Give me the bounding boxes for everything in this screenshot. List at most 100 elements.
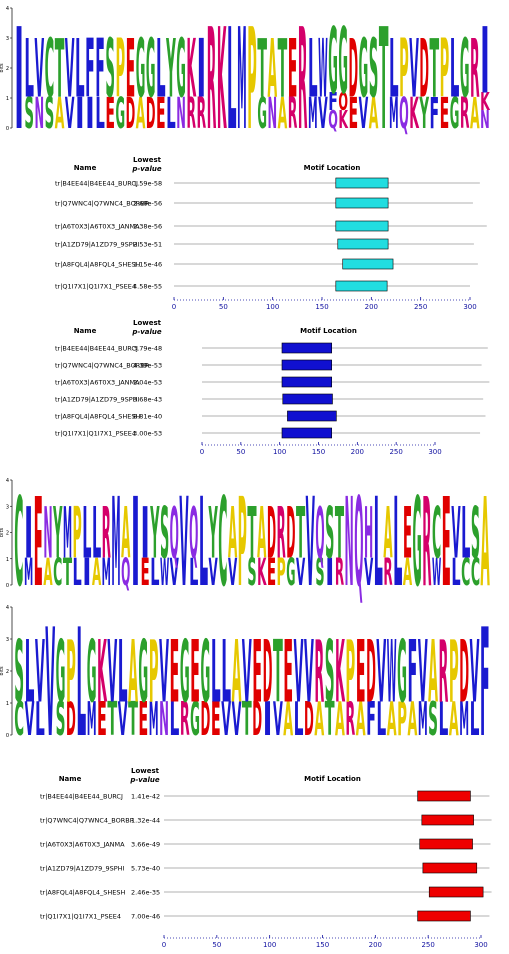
logo-letter: S <box>247 551 256 595</box>
logo-letter: A <box>383 494 392 576</box>
logo-letter: K <box>335 622 345 723</box>
logo-letter: R <box>180 693 190 746</box>
logo-letter: V <box>65 22 75 115</box>
logo-letter: M <box>111 472 120 614</box>
logo-letter: E <box>126 22 136 115</box>
row-name: tr|Q7WNC4|Q7WNC4_BORBR <box>40 817 135 825</box>
logo-letter: L <box>470 693 480 746</box>
logo-letter: R <box>102 494 111 576</box>
logo-letter: S <box>45 88 55 138</box>
row-name: tr|A6T0X3|A6T0X3_JANMA <box>55 379 140 387</box>
logo-letter: G <box>286 551 295 595</box>
logo-letter: L <box>376 693 386 746</box>
logo-axis-label: bits <box>0 528 5 538</box>
logo-letter: L <box>169 693 179 746</box>
logo-letter: P <box>116 22 126 115</box>
logo-letter: A <box>449 693 459 746</box>
row-name: tr|Q7WNC4|Q7WNC4_BORBR <box>55 362 150 370</box>
logo-letter: T <box>296 494 305 576</box>
logo-letter: V <box>306 472 315 614</box>
logo-letter: I <box>131 472 140 614</box>
logo-letter: T <box>242 693 252 746</box>
logo-letter: F <box>480 598 490 772</box>
logo-letter: V <box>25 693 35 746</box>
logo-letter: A <box>481 472 490 614</box>
logo-letter: A <box>128 622 138 723</box>
logo-letter: S <box>24 88 34 138</box>
logo-letter: G <box>116 88 126 138</box>
x-tick-label: 250 <box>421 941 434 949</box>
logo-letter: D <box>66 693 76 746</box>
logo-letter: W <box>387 622 397 723</box>
header-location: Motif Location <box>300 327 357 335</box>
header-pvalue: p-value <box>129 776 160 784</box>
motif-block <box>335 197 389 209</box>
logo-letter: E <box>442 472 451 614</box>
row-name: tr|B4EE44|B4EE44_BURCJ <box>55 180 138 188</box>
logo-letter: D <box>366 622 376 723</box>
logo-letter: I <box>263 693 273 746</box>
logo-letter: E <box>440 88 450 138</box>
logo-letter: G <box>180 622 190 723</box>
logo-letter: S <box>325 622 335 723</box>
logo-letter: Q <box>121 551 130 595</box>
x-tick-label: 0 <box>172 303 176 311</box>
logo-letter: Y <box>150 494 160 576</box>
logo-letter: V <box>273 693 283 746</box>
logo-letter: D <box>263 622 273 723</box>
logo-letter: G <box>176 22 186 115</box>
logo-letter: L <box>82 494 91 576</box>
logo-letter: D <box>286 494 295 576</box>
motif-block <box>281 342 333 354</box>
logo-tick-label: 4 <box>6 6 9 12</box>
row-name: tr|A8FQL4|A8FQL4_SHESH <box>40 889 125 897</box>
logo-letter: L <box>25 622 35 723</box>
logo-letter: L <box>189 551 198 595</box>
logo-letter: I <box>82 551 91 595</box>
row-name: tr|A1ZD79|A1ZD79_9SPHI <box>55 241 140 249</box>
logo-letter: F <box>407 622 417 723</box>
logo-letter: L <box>24 22 34 115</box>
logo-letter: V <box>409 22 419 115</box>
logo-letter: P <box>399 22 409 115</box>
header-name: Name <box>74 327 97 335</box>
logo-letter: L <box>374 472 383 614</box>
logo-letter: R <box>186 88 196 138</box>
logo-letter: V <box>107 622 117 723</box>
motif-block <box>419 838 473 850</box>
x-tick-label: 300 <box>474 941 487 949</box>
logo-letter: E <box>348 88 358 138</box>
logo-letter: K <box>409 88 419 138</box>
logo-letter: V <box>118 693 128 746</box>
motif-block <box>428 886 484 898</box>
logo-letter: A <box>428 622 438 723</box>
logo-letter: V <box>304 622 314 723</box>
row-name: tr|Q1I7X1|Q1I7X1_PSEE4 <box>40 913 121 921</box>
logo-letter: D <box>459 622 469 723</box>
logo-letter: C <box>471 551 480 595</box>
logo-letter: M <box>87 693 97 746</box>
logo-letter: D <box>267 494 276 576</box>
logo-letter: E <box>141 551 150 595</box>
logo-letter: M <box>389 88 399 138</box>
logo-letter: V <box>35 22 45 115</box>
header-location: Motif Location <box>304 164 361 172</box>
logo-tick-label: 0 <box>6 126 9 132</box>
x-tick-label: 150 <box>315 303 328 311</box>
logo-letter: C <box>45 22 55 115</box>
logo-letter: P <box>149 622 159 723</box>
row-name: tr|B4EE44|B4EE44_BURCJ <box>55 345 138 353</box>
logo-letter: S <box>369 22 379 115</box>
logo-letter: A <box>55 88 65 138</box>
logo-letter: I <box>480 8 490 114</box>
row-pvalue: 2.68e-56 <box>133 200 162 208</box>
logo-letter: G <box>328 8 338 114</box>
x-tick-label: 50 <box>236 448 245 456</box>
logo-letter: T <box>247 494 256 576</box>
x-tick-label: 50 <box>219 303 228 311</box>
logo-letter: V <box>359 88 369 138</box>
logo-letter: V <box>418 622 428 723</box>
logo-letter: V <box>170 551 179 595</box>
logo-letter: I <box>24 494 33 576</box>
